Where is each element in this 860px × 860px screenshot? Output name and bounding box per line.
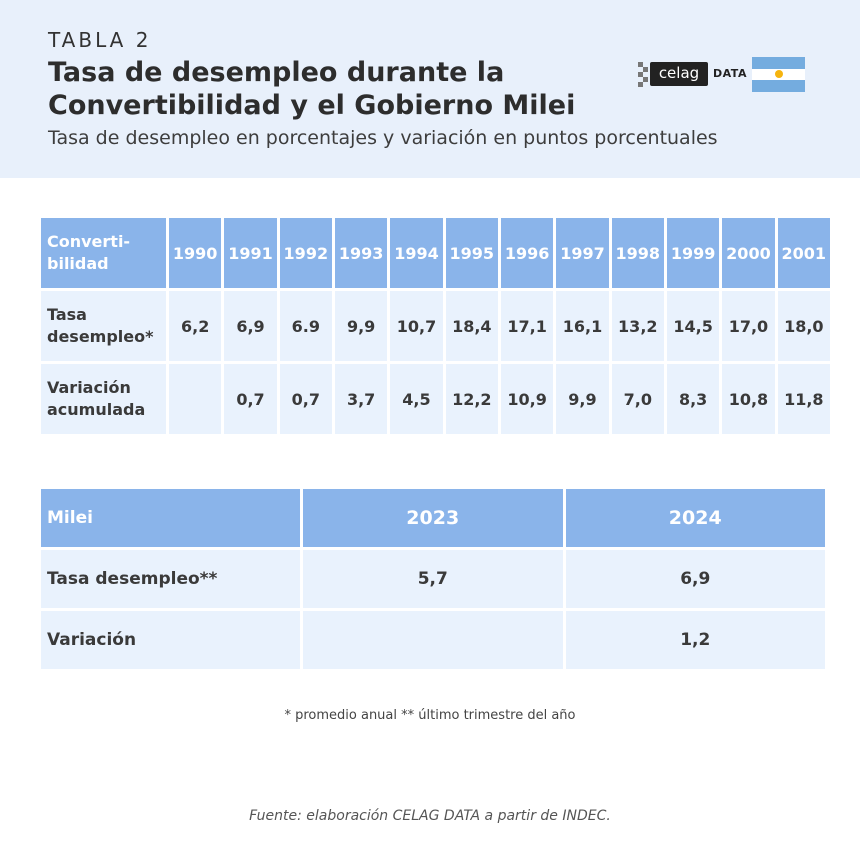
source-note: Fuente: elaboración CELAG DATA a partir … [249,808,611,824]
table-cell: 5,7 [303,550,563,608]
footnote: * promedio anual ** último trimestre del… [284,708,576,723]
logo-box: celag [650,62,708,86]
table-cell: 12,2 [445,364,498,434]
year-header: 1999 [666,218,720,288]
year-header: 1992 [279,218,332,288]
year-header: 1991 [224,218,277,288]
year-header: 2000 [722,218,775,288]
milei-table: Milei 2023 2024 Tasa desempleo** 5,7 6,9… [38,486,828,672]
table-cell: 9,9 [334,291,388,361]
row-label-tasa: Tasa desempleo** [41,550,300,608]
table-cell: 14,5 [666,291,720,361]
table-cell: 9,9 [556,364,609,434]
page-subtitle: Tasa de desempleo en porcentajes y varia… [48,127,718,149]
logo-text: DATA [713,67,747,80]
table-cell: 0,7 [224,364,277,434]
convertibilidad-table: Converti-bilidad 1990 1991 1992 1993 199… [38,215,833,437]
header-label-milei: Milei [41,489,300,547]
row-label-tasa: Tasa desempleo* [41,291,166,361]
year-header: 1998 [611,218,664,288]
table-cell: 6,9 [565,550,825,608]
header-label-convertibilidad: Converti-bilidad [41,218,166,288]
table-cell: 0,7 [279,364,332,434]
year-header: 1996 [500,218,554,288]
table-cell: 1,2 [565,611,825,669]
logo-pixel-icon [638,60,654,88]
table-row: Variación acumulada 0,7 0,7 3,7 4,5 12,2 … [41,364,830,434]
page-title: Tasa de desempleo durante la Convertibil… [48,57,576,121]
row-label-variacion: Variación acumulada [41,364,166,434]
year-header: 1993 [334,218,388,288]
table-cell: 18,0 [777,291,830,361]
table-cell: 3,7 [334,364,388,434]
year-header: 1997 [556,218,609,288]
table-row: Variación 1,2 [41,611,825,669]
table-header-row: Milei 2023 2024 [41,489,825,547]
table-row: Tasa desempleo** 5,7 6,9 [41,550,825,608]
table-cell: 16,1 [556,291,609,361]
year-header: 2001 [777,218,830,288]
row-label-variacion: Variación [41,611,300,669]
table-cell: 6.9 [279,291,332,361]
table-header-row: Converti-bilidad 1990 1991 1992 1993 199… [41,218,830,288]
table-cell: 11,8 [777,364,830,434]
table-cell: 7,0 [611,364,664,434]
header-banner: TABLA 2 Tasa de desempleo durante la Con… [0,0,860,178]
year-header: 2024 [565,489,825,547]
year-header: 1995 [445,218,498,288]
table-cell [169,364,222,434]
table-cell: 18,4 [445,291,498,361]
table-row: Tasa desempleo* 6,2 6,9 6.9 9,9 10,7 18,4… [41,291,830,361]
table-cell: 17,0 [722,291,775,361]
table-cell: 6,2 [169,291,222,361]
table-cell: 6,9 [224,291,277,361]
table-cell: 10,9 [500,364,554,434]
table-cell: 4,5 [390,364,443,434]
table-cell [303,611,563,669]
argentina-flag-icon [752,57,805,92]
table-cell: 10,7 [390,291,443,361]
table-tag: TABLA 2 [48,28,152,52]
table-cell: 8,3 [666,364,720,434]
year-header: 1990 [169,218,222,288]
table-cell: 17,1 [500,291,554,361]
year-header: 1994 [390,218,443,288]
table-cell: 13,2 [611,291,664,361]
table-cell: 10,8 [722,364,775,434]
year-header: 2023 [303,489,563,547]
